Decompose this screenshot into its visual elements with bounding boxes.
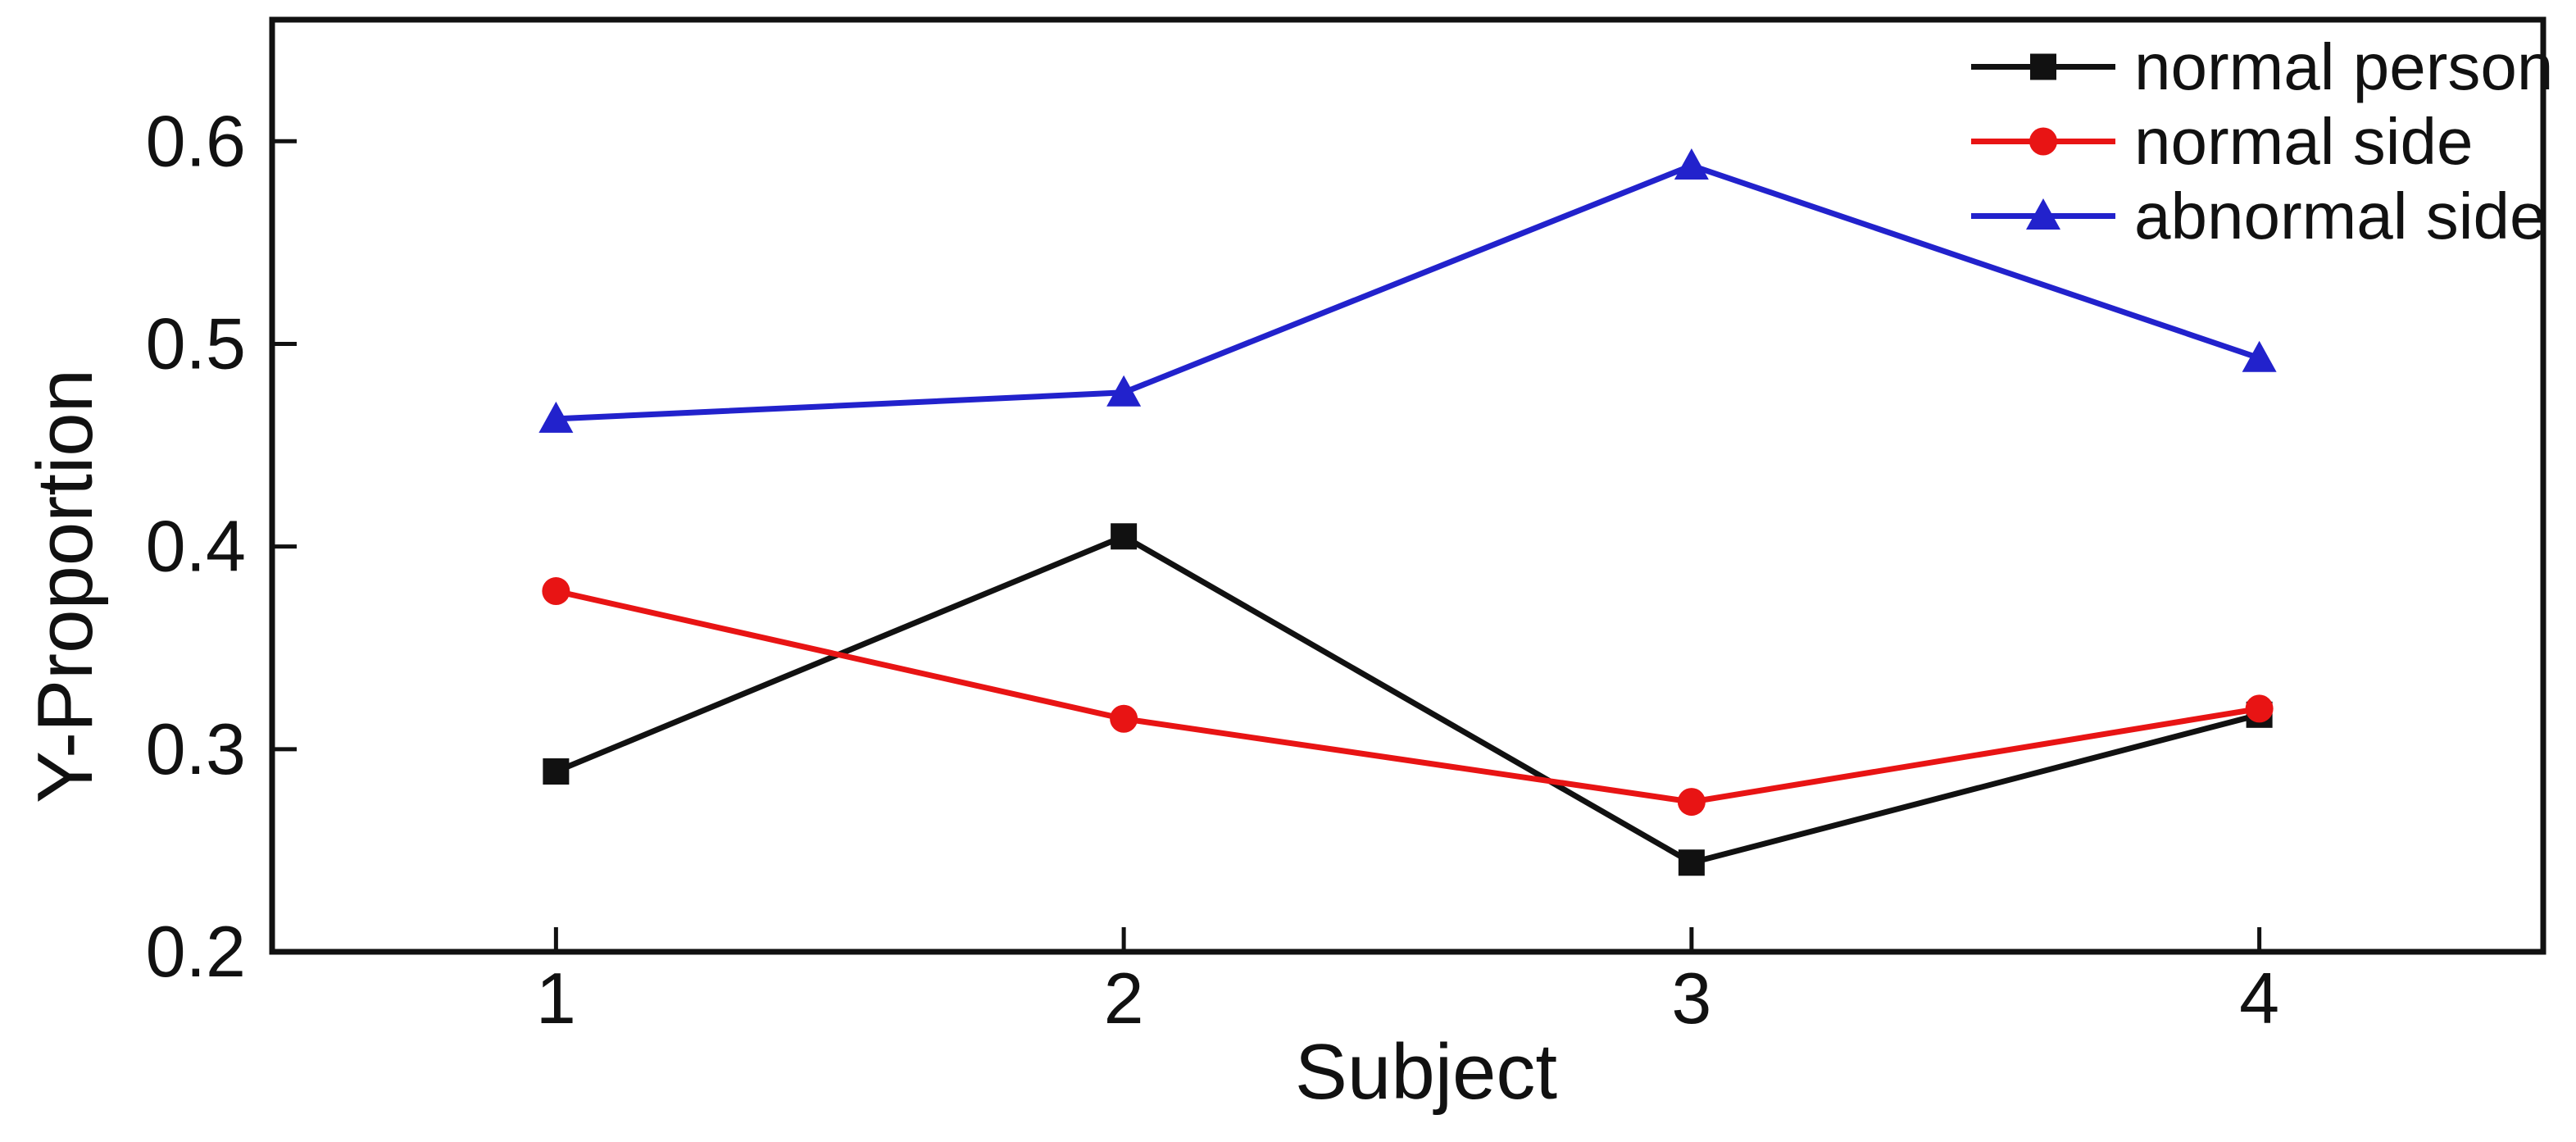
triangle-marker-icon	[2026, 198, 2060, 230]
square-marker	[1111, 523, 1138, 550]
circle-marker-icon	[2029, 127, 2057, 156]
triangle-marker	[538, 401, 574, 433]
circle-marker	[1677, 788, 1706, 817]
legend-item-abnormal-side: abnormal side	[1969, 179, 2553, 253]
legend-square-marker-icon	[1971, 53, 2115, 80]
legend-triangle-marker-icon	[1971, 198, 2115, 230]
square-marker	[543, 758, 570, 785]
plot-frame	[269, 16, 2546, 955]
legend-label: abnormal side	[2134, 180, 2546, 253]
legend-item-normal-person: normal person	[1969, 30, 2553, 104]
y-tick-label: 0.4	[146, 506, 246, 587]
axis-ticks	[272, 139, 2262, 952]
legend-circle-marker-icon	[1971, 127, 2115, 156]
x-tick-label: 1	[536, 958, 576, 1039]
axis-tick-labels: 0.2 0.3 0.4 0.5 0.6 1 2 3 4	[146, 100, 2279, 1039]
circle-marker	[2245, 694, 2274, 723]
series-group	[538, 148, 2277, 876]
legend-label: normal person	[2134, 30, 2554, 103]
y-tick-label: 0.5	[146, 303, 246, 384]
x-tick-label: 3	[1671, 958, 1711, 1039]
x-axis-title: Subject	[1294, 1028, 1558, 1116]
triangle-marker	[1106, 375, 1142, 407]
triangle-marker	[2242, 340, 2277, 372]
triangle-marker	[1674, 148, 1709, 180]
y-tick-label: 0.6	[146, 100, 246, 181]
legend: normal person normal side abnormal side	[1969, 30, 2553, 253]
legend-label: normal side	[2134, 105, 2474, 178]
circle-marker	[542, 577, 570, 606]
series-line-abnormal-side	[556, 162, 2260, 422]
legend-item-normal-side: normal side	[1969, 104, 2553, 179]
y-tick-label: 0.2	[146, 911, 246, 992]
y-axis-title: Y-Proportion	[21, 368, 109, 804]
series-line-normal-side	[555, 588, 2260, 805]
square-marker-icon	[2030, 53, 2056, 80]
circle-marker	[1110, 704, 1138, 733]
series-line-normal-person	[555, 533, 2260, 866]
x-tick-label: 2	[1104, 958, 1144, 1039]
y-tick-label: 0.3	[146, 708, 246, 789]
x-tick-label: 4	[2239, 958, 2279, 1039]
square-marker	[1678, 849, 1705, 876]
